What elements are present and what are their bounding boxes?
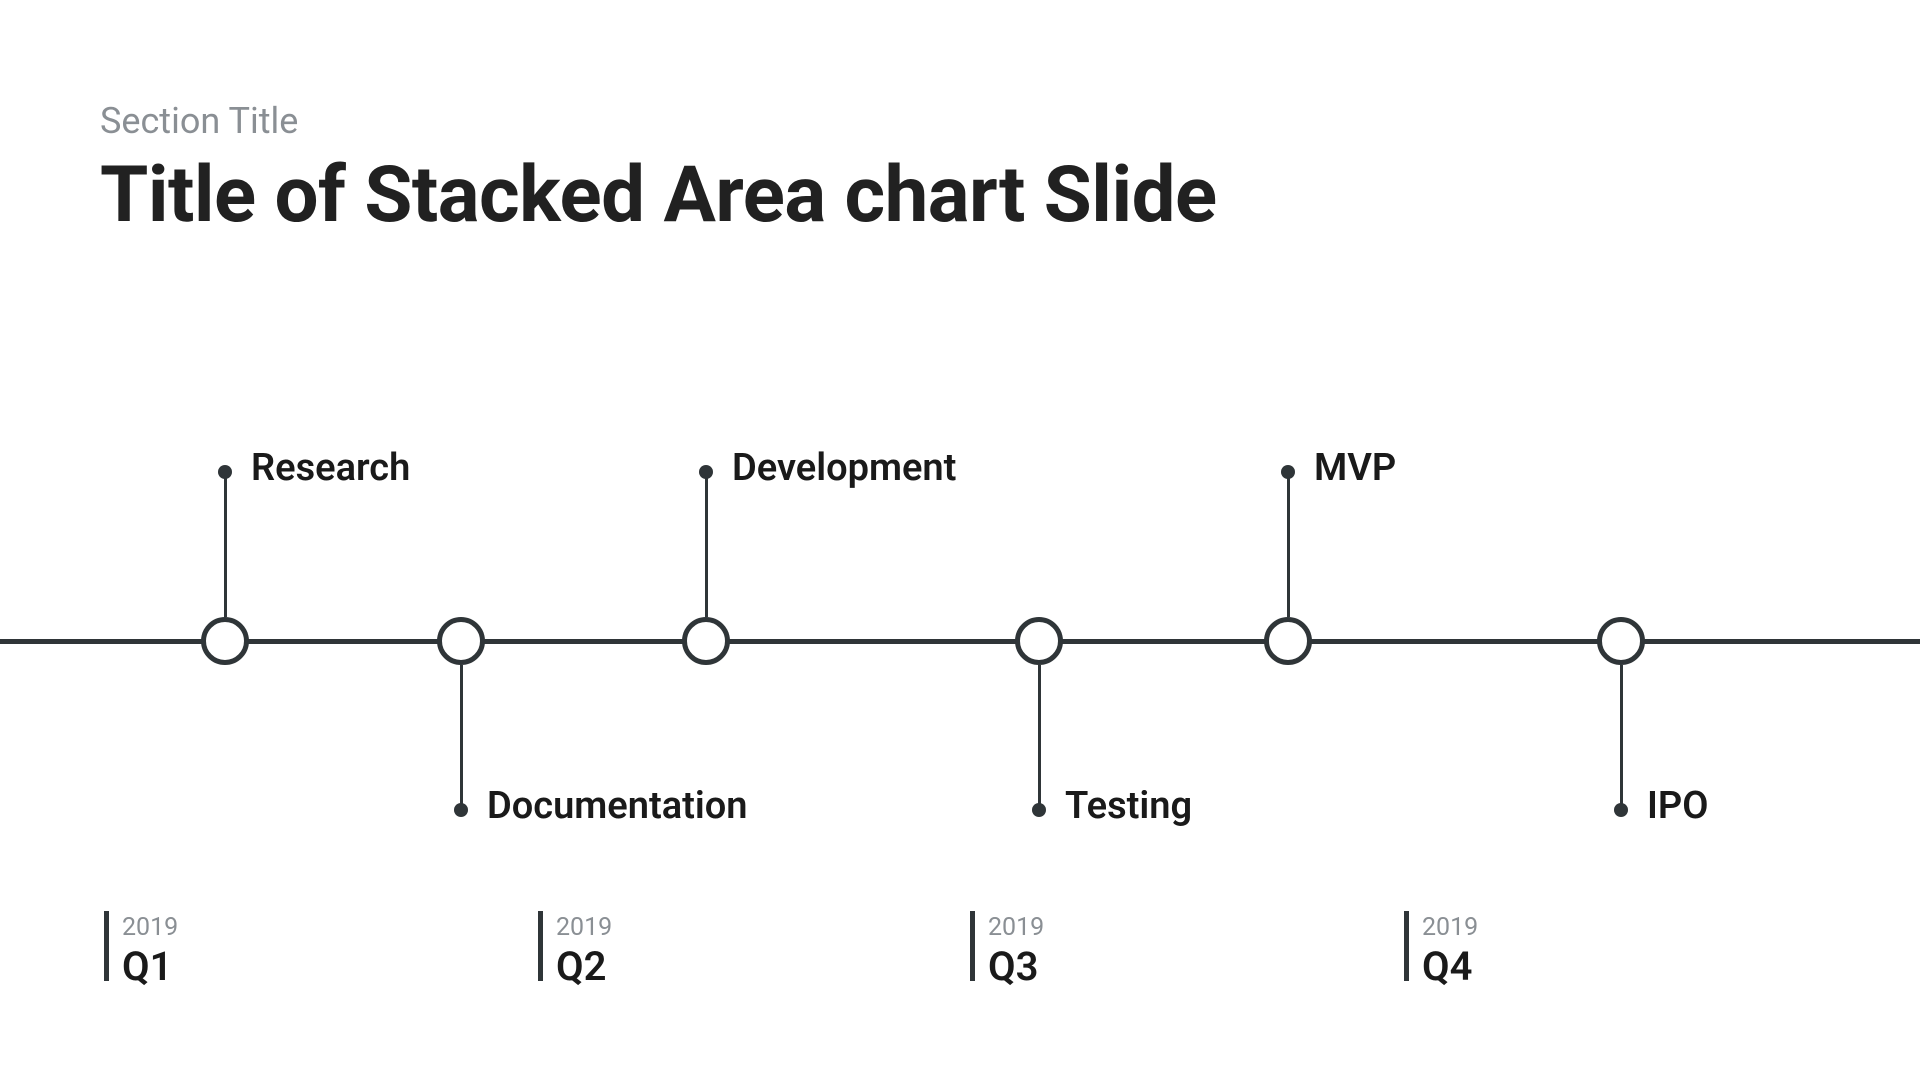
milestone-dot — [699, 465, 713, 479]
milestone-stem — [460, 665, 463, 810]
quarter-tick — [970, 911, 975, 981]
milestone-stem — [1038, 665, 1041, 810]
milestone-stem — [1620, 665, 1623, 810]
quarter-year: 2019 — [122, 913, 178, 942]
milestone-ring — [1264, 617, 1312, 665]
milestone-label: Documentation — [487, 784, 748, 828]
milestone-stem — [224, 472, 227, 617]
quarter-label: Q2 — [556, 943, 606, 990]
milestone-stem — [705, 472, 708, 617]
milestone-dot — [1032, 803, 1046, 817]
quarter-label: Q4 — [1422, 943, 1472, 990]
milestone-label: IPO — [1647, 784, 1709, 828]
quarter-tick — [538, 911, 543, 981]
quarter-label: Q3 — [988, 943, 1038, 990]
section-title: Section Title — [100, 100, 298, 142]
milestone-dot — [1614, 803, 1628, 817]
milestone-ring — [1597, 617, 1645, 665]
slide-root: Section Title Title of Stacked Area char… — [0, 0, 1920, 1080]
milestone-ring — [437, 617, 485, 665]
milestone-label: Research — [251, 446, 410, 490]
quarter-tick — [104, 911, 109, 981]
milestone-label: Development — [732, 446, 956, 490]
milestone-dot — [454, 803, 468, 817]
milestone-label: MVP — [1314, 446, 1396, 490]
quarter-year: 2019 — [1422, 913, 1478, 942]
main-title: Title of Stacked Area chart Slide — [100, 150, 1217, 241]
milestone-stem — [1287, 472, 1290, 617]
milestone-dot — [218, 465, 232, 479]
milestone-ring — [201, 617, 249, 665]
milestone-label: Testing — [1065, 784, 1192, 828]
milestone-ring — [1015, 617, 1063, 665]
quarter-label: Q1 — [122, 943, 172, 990]
quarter-year: 2019 — [556, 913, 612, 942]
milestone-ring — [682, 617, 730, 665]
milestone-dot — [1281, 465, 1295, 479]
quarter-year: 2019 — [988, 913, 1044, 942]
quarter-tick — [1404, 911, 1409, 981]
